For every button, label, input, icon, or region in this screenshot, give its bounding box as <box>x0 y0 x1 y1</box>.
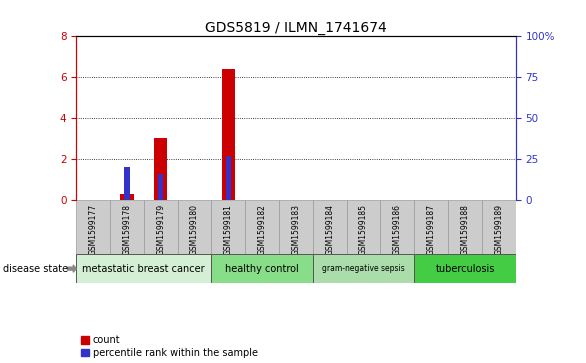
Bar <box>279 200 313 254</box>
Text: GSM1599178: GSM1599178 <box>122 204 131 255</box>
Text: GSM1599189: GSM1599189 <box>494 204 503 255</box>
Text: GSM1599183: GSM1599183 <box>291 204 301 255</box>
Text: healthy control: healthy control <box>225 264 299 274</box>
Text: GSM1599188: GSM1599188 <box>461 204 469 255</box>
Text: GSM1599182: GSM1599182 <box>258 204 267 255</box>
Text: tuberculosis: tuberculosis <box>435 264 495 274</box>
Text: GSM1599187: GSM1599187 <box>427 204 435 255</box>
Text: GSM1599177: GSM1599177 <box>88 204 98 255</box>
Bar <box>222 69 235 200</box>
Text: disease state: disease state <box>3 264 68 274</box>
Bar <box>347 200 380 254</box>
Bar <box>448 200 482 254</box>
Bar <box>212 200 245 254</box>
Bar <box>76 200 110 254</box>
Text: GSM1599181: GSM1599181 <box>224 204 233 255</box>
Bar <box>120 193 134 200</box>
Text: GSM1599186: GSM1599186 <box>393 204 402 255</box>
Text: GSM1599179: GSM1599179 <box>156 204 165 255</box>
Text: gram-negative sepsis: gram-negative sepsis <box>322 264 405 273</box>
Bar <box>482 200 516 254</box>
Text: GSM1599180: GSM1599180 <box>190 204 199 255</box>
Bar <box>414 254 516 283</box>
Bar <box>154 138 168 200</box>
Bar <box>313 254 414 283</box>
Title: GDS5819 / ILMN_1741674: GDS5819 / ILMN_1741674 <box>205 21 387 35</box>
Bar <box>414 200 448 254</box>
Bar <box>144 200 178 254</box>
Bar <box>380 200 414 254</box>
Bar <box>226 155 231 200</box>
Bar <box>313 200 347 254</box>
Bar <box>245 200 279 254</box>
Text: GSM1599184: GSM1599184 <box>325 204 334 255</box>
Text: GSM1599185: GSM1599185 <box>359 204 368 255</box>
Bar <box>158 174 163 200</box>
Bar <box>76 254 212 283</box>
Bar <box>212 254 313 283</box>
Bar <box>124 167 130 200</box>
Text: metastatic breast cancer: metastatic breast cancer <box>83 264 205 274</box>
Legend: count, percentile rank within the sample: count, percentile rank within the sample <box>81 335 258 358</box>
Bar <box>178 200 212 254</box>
Bar <box>110 200 144 254</box>
